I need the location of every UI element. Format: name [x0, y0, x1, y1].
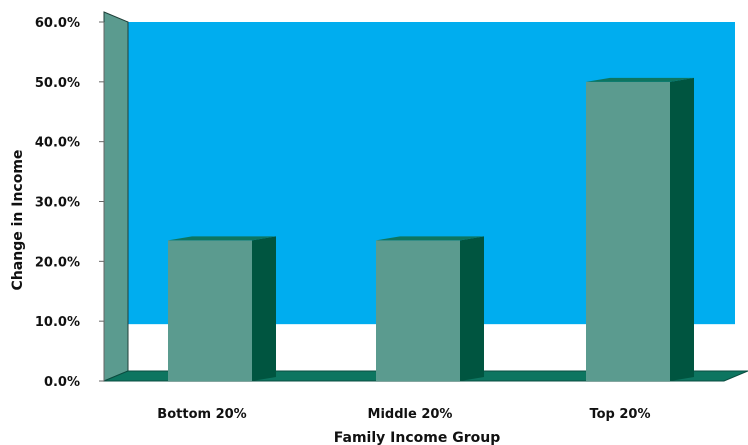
- y-axis-ticks: 0.0% 10.0% 20.0% 30.0% 40.0% 50.0% 60.0%: [35, 16, 104, 390]
- bar: [376, 236, 484, 381]
- bar-top: [586, 77, 694, 82]
- y-tick-label: 20.0%: [35, 255, 80, 270]
- chart-wall: [103, 11, 129, 382]
- bar-side: [670, 77, 694, 381]
- y-tick-label: 60.0%: [35, 16, 80, 31]
- bar-side: [252, 236, 276, 381]
- y-tick-label: 40.0%: [35, 136, 80, 151]
- x-category-label: Top 20%: [589, 407, 650, 422]
- y-tick-label: 10.0%: [35, 315, 80, 330]
- bar-front: [586, 81, 670, 381]
- bar-top: [376, 236, 484, 241]
- y-tick-label: 30.0%: [35, 196, 80, 211]
- x-axis-categories: Bottom 20% Middle 20% Top 20%: [157, 407, 650, 422]
- bar-top: [168, 236, 276, 241]
- bar-front: [376, 240, 460, 381]
- bar-front: [168, 240, 252, 381]
- x-category-label: Middle 20%: [368, 407, 453, 422]
- bar: [168, 236, 276, 381]
- y-tick-label: 0.0%: [44, 375, 80, 390]
- x-category-label: Bottom 20%: [157, 407, 246, 422]
- y-tick-label: 50.0%: [35, 76, 80, 91]
- y-axis-title: Change in Income: [10, 150, 26, 291]
- bar: [586, 77, 694, 381]
- bar-side: [460, 236, 484, 381]
- bars: [168, 77, 694, 381]
- x-axis-title: Family Income Group: [334, 430, 500, 445]
